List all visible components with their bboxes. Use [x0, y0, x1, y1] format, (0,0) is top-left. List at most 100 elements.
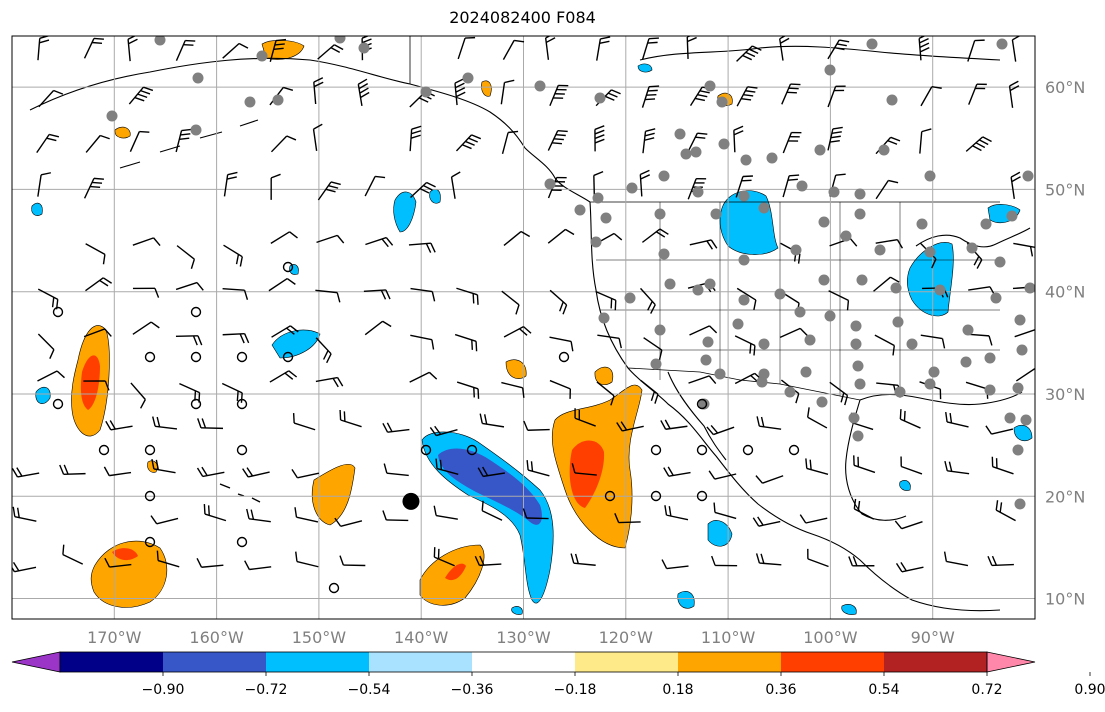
station-dot [594, 92, 606, 104]
station-dot [690, 146, 702, 158]
wind-barb [242, 467, 270, 478]
calm-wind-circle [282, 351, 294, 363]
anomaly-negative [841, 604, 857, 615]
wind-barb [1014, 329, 1035, 338]
longitude-tick-label: 110°W [701, 628, 756, 647]
wind-barb [639, 169, 651, 197]
storm-center-marker [402, 492, 420, 510]
wind-barb [661, 559, 689, 570]
wind-barb [574, 408, 596, 427]
wind-barb [571, 463, 597, 476]
wind-barb [596, 36, 611, 61]
map-frame [11, 35, 1036, 620]
wind-barb [246, 508, 271, 523]
wind-barb [501, 290, 520, 315]
anomaly-positive [481, 80, 492, 97]
wind-barb [223, 171, 238, 197]
station-dot [840, 230, 852, 242]
wind-barb [12, 561, 37, 573]
station-dot [892, 316, 904, 328]
station-dot [856, 274, 868, 286]
latitude-tick-label: 40°N [1045, 283, 1085, 302]
station-dot [154, 36, 166, 46]
colorbar-tick-label: −0.36 [451, 682, 494, 698]
station-dot [852, 360, 864, 372]
wind-barb [503, 326, 532, 338]
wind-barb [105, 420, 133, 431]
wind-barb [292, 413, 316, 431]
calm-wind-circle [328, 582, 340, 594]
wind-barb [474, 555, 502, 567]
wind-barb [197, 418, 224, 430]
calm-wind-circle [190, 398, 202, 410]
wind-barb [614, 513, 641, 524]
wind-barb [317, 44, 344, 60]
wind-barb [943, 551, 969, 567]
wind-barb [85, 243, 106, 265]
station-dot [106, 110, 118, 122]
wind-barb [593, 170, 604, 198]
station-dot [980, 218, 992, 230]
wind-barb [570, 553, 596, 566]
colorbar-tick-label: 0.36 [765, 682, 796, 698]
anomaly-negative [35, 386, 51, 404]
wind-barb [410, 334, 435, 350]
wind-barb [435, 458, 459, 476]
station-dot [600, 212, 612, 224]
wind-barb [827, 85, 846, 108]
wind-barb [987, 555, 1014, 567]
wind-barb [479, 413, 505, 428]
wind-barb [1013, 242, 1035, 257]
station-dot [996, 38, 1008, 50]
station-dot [794, 306, 806, 318]
calm-wind-circle [236, 398, 248, 410]
wind-barb [853, 498, 875, 520]
wind-barb [641, 85, 660, 108]
map-title: 2024082400 F084 [449, 8, 596, 27]
wind-barb [294, 507, 319, 523]
wind-barb [62, 544, 84, 565]
station-dot [590, 236, 602, 248]
wind-barb [641, 37, 659, 60]
station-dot [1012, 382, 1024, 394]
wind-barb [501, 381, 525, 398]
wind-barb [807, 548, 829, 568]
longitude-tick-label: 140°W [394, 628, 449, 647]
wind-barb [433, 505, 458, 520]
station-dot [796, 180, 808, 192]
colorbar-extend-max [986, 651, 1036, 673]
station-dot [774, 288, 786, 300]
calm-wind-circle [52, 306, 64, 318]
station-dot [710, 208, 722, 220]
wind-barb [806, 407, 828, 429]
anomaly-negative [271, 329, 321, 359]
wind-barb [549, 84, 569, 107]
wind-barb [688, 375, 717, 384]
longitude-tick-label: 90°W [911, 628, 955, 647]
wind-barb [454, 333, 478, 352]
anomaly-negative [511, 606, 523, 615]
wind-barb [270, 231, 298, 244]
wind-barb [500, 79, 515, 105]
colorbar-segment [369, 652, 472, 672]
latitude-tick-label: 30°N [1045, 385, 1085, 404]
wind-barb [382, 422, 410, 433]
station-dot [818, 274, 830, 286]
station-dot [574, 204, 586, 216]
anomaly-negative [677, 591, 695, 609]
wind-barb [295, 551, 319, 568]
station-dot [598, 312, 610, 324]
calm-wind-circle [236, 444, 248, 456]
wind-barb [736, 287, 757, 310]
wind-barb [156, 550, 180, 568]
wind-barb [196, 557, 224, 568]
station-dot [592, 192, 604, 204]
wind-barb [736, 45, 762, 62]
wind-barb [429, 425, 458, 437]
wind-barb [132, 237, 161, 246]
anomaly-negative [899, 480, 911, 491]
calm-wind-circle [144, 351, 156, 363]
anomaly-positive [311, 463, 356, 526]
station-dot [534, 80, 546, 92]
